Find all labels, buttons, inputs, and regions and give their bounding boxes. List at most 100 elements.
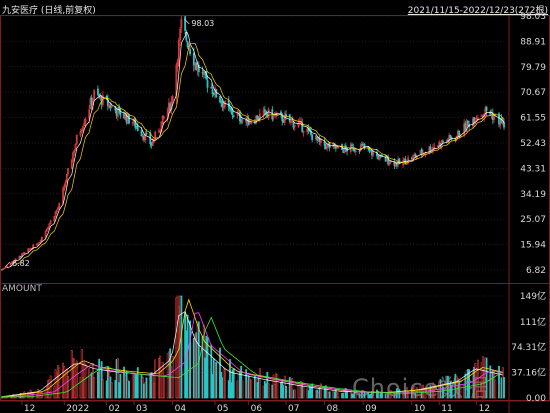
candle-body	[398, 158, 401, 165]
candle-body	[6, 265, 8, 268]
candle-body	[131, 122, 134, 124]
volume-bar-peak	[180, 295, 183, 399]
candle-body	[343, 146, 346, 153]
candle-body	[221, 100, 224, 107]
volume-bar	[293, 389, 296, 399]
candle-body	[171, 96, 174, 102]
candle-body	[64, 181, 67, 187]
candle-body	[359, 145, 362, 151]
candle-body	[500, 117, 503, 124]
candle-body	[352, 147, 355, 152]
volume-bar	[372, 389, 375, 399]
volume-bar	[215, 362, 218, 399]
volume-bar	[206, 337, 209, 399]
candle-body	[144, 133, 147, 141]
candle-body	[116, 107, 119, 117]
candle-body	[57, 207, 59, 210]
low-price-label: 6.82	[12, 259, 30, 268]
volume-bar	[119, 373, 122, 399]
x-tick-label: 07	[288, 404, 299, 413]
candle-body	[72, 152, 74, 162]
date-range-label[interactable]: 2021/11/15-2022/12/23(272根)	[407, 6, 548, 16]
candle-body	[93, 90, 96, 99]
candle-body	[145, 132, 148, 135]
volume-bar	[93, 377, 96, 399]
volume-bar	[498, 365, 500, 399]
price-tick-label: 25.07	[520, 215, 546, 225]
candle-body	[23, 251, 26, 254]
volume-bar	[229, 359, 231, 399]
candle-body	[9, 262, 12, 267]
price-tick-label: 98.03	[520, 12, 546, 22]
volume-bar	[346, 391, 348, 399]
volume-bar	[389, 390, 392, 399]
candle-body	[302, 131, 305, 134]
price-tick-label: 88.91	[520, 37, 546, 47]
candle-body	[210, 86, 213, 89]
volume-bar	[23, 391, 26, 399]
candle-body	[151, 140, 154, 146]
candle-body	[292, 121, 295, 128]
volume-bar	[258, 368, 261, 399]
volume-ma-white	[1, 310, 503, 398]
candle-body	[110, 105, 113, 108]
candle-body	[493, 116, 495, 120]
candle-body	[48, 223, 51, 228]
candle-body	[45, 229, 48, 232]
price-tick-label: 52.43	[520, 139, 546, 149]
candle-body	[14, 258, 17, 261]
volume-bar	[424, 388, 427, 399]
volume-bar	[224, 369, 226, 399]
candle-body	[288, 114, 291, 122]
volume-bar	[319, 383, 322, 399]
candle-body	[192, 52, 195, 66]
price-tick-label: 79.79	[520, 63, 546, 73]
candle-body	[219, 96, 221, 103]
candle-body	[448, 134, 451, 142]
x-tick-label: 2022	[66, 404, 89, 413]
volume-bar	[276, 374, 279, 399]
candle-body	[388, 162, 391, 165]
volume-bar	[291, 378, 294, 399]
candle-body	[70, 159, 73, 169]
candle-body	[372, 152, 375, 155]
candle-body	[44, 230, 47, 238]
candle-body	[79, 131, 82, 136]
candle-body	[437, 145, 439, 148]
candle-body	[154, 131, 157, 140]
candle-body	[256, 115, 259, 121]
price-ma10-line	[15, 42, 505, 265]
x-tick-label: 11	[441, 404, 452, 413]
price-tick-label: 6.82	[526, 266, 546, 276]
x-tick-label: 02	[109, 404, 120, 413]
candle-body	[306, 128, 309, 133]
candle-body	[354, 150, 357, 153]
candle-body	[283, 115, 286, 123]
x-tick-label: 09	[365, 404, 377, 413]
candle-body	[323, 141, 326, 146]
volume-bar	[285, 385, 287, 399]
candle-body	[32, 244, 35, 249]
candle-body	[236, 113, 239, 116]
candle-body	[184, 16, 187, 31]
candle-body	[74, 144, 77, 150]
candle-body	[449, 134, 452, 139]
candle-body	[179, 29, 182, 41]
volume-tick-label: 149亿	[520, 290, 546, 302]
volume-tick-label: 111亿	[520, 316, 546, 328]
volume-tick-label: 37.16亿	[511, 367, 546, 379]
extreme-marker	[4, 261, 11, 268]
candle-body	[211, 89, 214, 94]
candle-body	[291, 120, 294, 123]
volume-bar	[163, 375, 165, 399]
volume-bar	[413, 386, 416, 399]
candle-body	[177, 39, 180, 63]
volume-bar	[154, 359, 157, 399]
volume-bar	[302, 382, 305, 399]
candle-body	[40, 236, 43, 242]
candle-body	[407, 157, 409, 164]
volume-bar	[136, 367, 139, 399]
volume-bar	[311, 383, 314, 399]
candle-body	[311, 134, 314, 140]
